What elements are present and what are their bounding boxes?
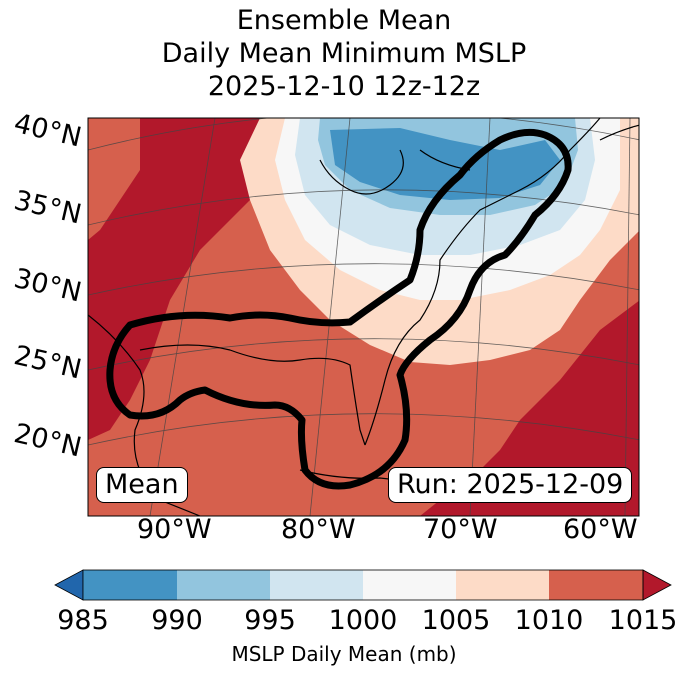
colorbar-label: MSLP Daily Mean (mb) — [231, 642, 457, 666]
lon-label-70w: 70°W — [423, 514, 498, 545]
colorbar-bin-995-1000 — [270, 570, 363, 600]
colorbar-bin-990-995 — [177, 570, 270, 600]
colorbar — [54, 569, 672, 601]
title-line-1: Ensemble Mean — [236, 5, 452, 36]
title-line-2: Daily Mean Minimum MSLP — [161, 38, 527, 69]
forecast-contour — [106, 128, 572, 490]
colorbar-tick-1005: 1005 — [421, 605, 491, 636]
graticule — [88, 118, 639, 516]
pressure-field-1010-1015-west — [88, 118, 140, 240]
title-line-3: 2025-12-10 12z-12z — [207, 71, 481, 102]
map-frame — [87, 117, 640, 517]
lon-label-90w: 90°W — [137, 514, 212, 545]
colorbar-tick-1000: 1000 — [328, 605, 398, 636]
colorbar-bin-1005-1010 — [456, 570, 549, 600]
colorbar-tick-1015: 1015 — [608, 605, 678, 636]
colorbar-tick-1010: 1010 — [514, 605, 584, 636]
colorbar-tick-995: 995 — [244, 605, 296, 636]
colorbar-bin-1010-1015 — [549, 570, 643, 600]
colorbar-extend-low — [54, 569, 84, 601]
lon-label-60w: 60°W — [563, 514, 638, 545]
colorbar-bin-1000-1005 — [363, 570, 456, 600]
colorbar-extend-high — [642, 569, 672, 601]
colorbar-tick-990: 990 — [151, 605, 203, 636]
mean-label-box: Mean — [96, 467, 188, 503]
lon-label-80w: 80°W — [281, 514, 356, 545]
colorbar-bin-985-990 — [83, 570, 177, 600]
run-label-box: Run: 2025-12-09 — [388, 467, 633, 503]
colorbar-tick-985: 985 — [57, 605, 109, 636]
